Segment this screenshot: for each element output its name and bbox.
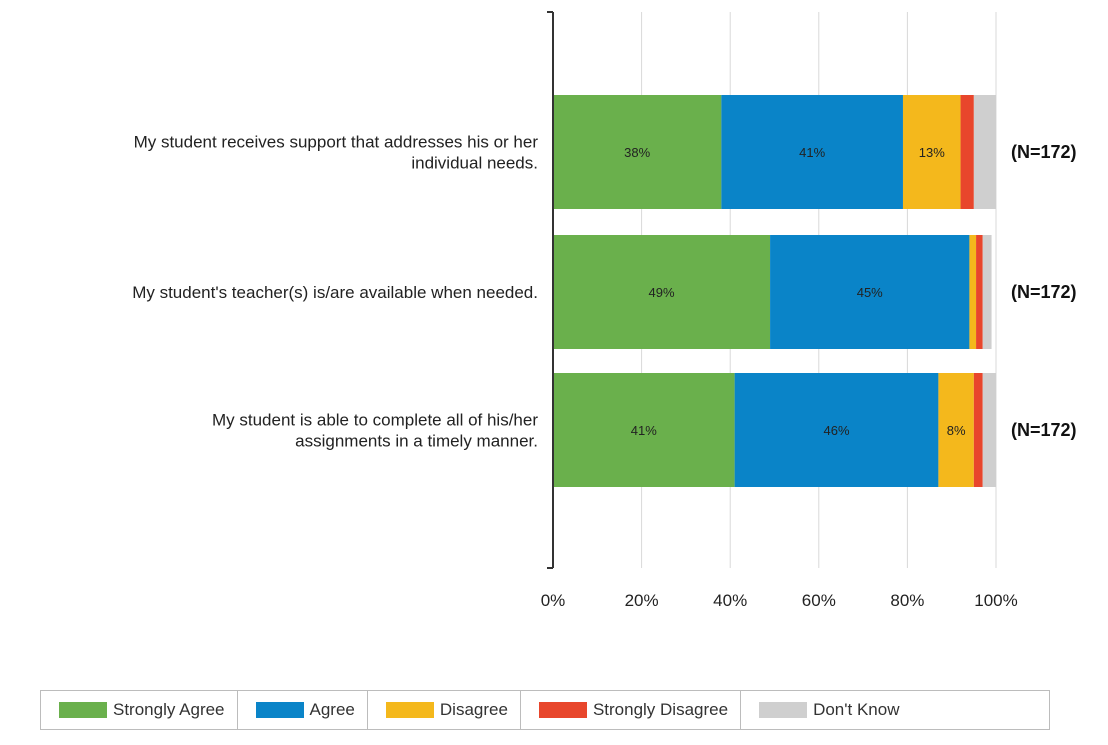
bar-segment xyxy=(960,95,974,209)
category-label: My student receives support that address… xyxy=(134,133,539,173)
n-labels: (N=172) (N=172) (N=172) xyxy=(1011,142,1077,440)
category-labels: My student receives support that address… xyxy=(132,133,538,451)
bar-value-label: 38% xyxy=(624,145,650,160)
n-count-label: (N=172) xyxy=(1011,282,1077,302)
bar-segment xyxy=(553,235,771,349)
bar-value-label: 45% xyxy=(857,285,883,300)
legend-swatch xyxy=(385,702,434,718)
x-tick-label: 60% xyxy=(802,591,836,610)
bar-segment xyxy=(982,373,996,487)
x-tick-label: 100% xyxy=(974,591,1017,610)
bar-value-label: 49% xyxy=(649,285,675,300)
bar-segment xyxy=(969,235,977,349)
tick-labels: 0% 20% 40% 60% 80% 100% xyxy=(541,591,1018,610)
bar-segment xyxy=(902,95,961,209)
bar-segment xyxy=(734,373,939,487)
x-tick-label: 0% xyxy=(541,591,566,610)
bar-segment xyxy=(982,235,992,349)
stacked-bar-chart: 38% 41% 13% 49% 45% 41% 46% 8% My student recei… xyxy=(132,11,1077,610)
x-tick-label: 40% xyxy=(713,591,747,610)
bar-segment xyxy=(721,95,903,209)
legend-swatch xyxy=(255,702,304,718)
bar-segment xyxy=(976,235,983,349)
bar-segment xyxy=(553,95,722,209)
legend-label: Strongly Disagree xyxy=(592,700,729,719)
legend-item: Don't Know xyxy=(741,691,911,729)
bar-segment xyxy=(938,373,974,487)
category-label: My student's teacher(s) is/are available… xyxy=(132,283,538,302)
bar-value-label: 46% xyxy=(824,423,850,438)
axis-group xyxy=(547,11,554,569)
bar-segment xyxy=(973,373,983,487)
x-tick-label: 80% xyxy=(890,591,924,610)
legend-label: Disagree xyxy=(439,700,508,719)
legend: Strongly Agree Agree Disagree Strongly Disa… xyxy=(40,690,1050,730)
bars-group: 38% 41% 13% 49% 45% 41% 46% 8% xyxy=(553,95,996,487)
legend-swatch xyxy=(538,702,587,718)
legend-swatch xyxy=(59,702,107,718)
bar-value-label: 13% xyxy=(919,145,945,160)
legend-item: Strongly Disagree xyxy=(521,691,742,729)
legend-label: Strongly Agree xyxy=(113,700,225,719)
legend-label: Agree xyxy=(309,700,355,719)
legend-item: Strongly Agree xyxy=(41,691,238,729)
bar-value-label: 41% xyxy=(631,423,657,438)
bar-segment xyxy=(553,373,735,487)
legend-item: Agree xyxy=(238,691,368,729)
legend-swatch xyxy=(759,702,808,718)
bar-value-label: 8% xyxy=(947,423,966,438)
bar-segment xyxy=(973,95,996,209)
n-count-label: (N=172) xyxy=(1011,420,1077,440)
bar-value-label: 41% xyxy=(799,145,825,160)
x-tick-label: 20% xyxy=(625,591,659,610)
category-label: My student is able to complete all of hi… xyxy=(212,411,538,451)
legend-label: Don't Know xyxy=(813,700,900,719)
legend-item: Disagree xyxy=(368,691,521,729)
bar-segment xyxy=(770,235,970,349)
n-count-label: (N=172) xyxy=(1011,142,1077,162)
